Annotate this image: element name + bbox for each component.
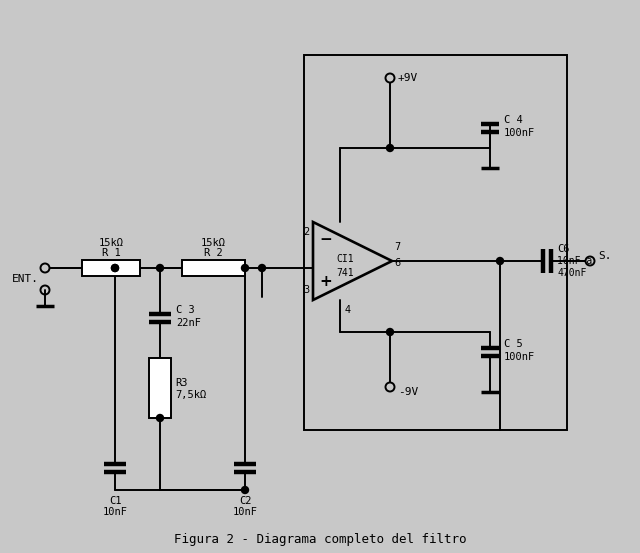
Bar: [82, 260, 140, 276]
Text: 10nF a: 10nF a: [557, 256, 592, 266]
Text: C6: C6: [557, 244, 570, 254]
Text: C 3: C 3: [176, 305, 195, 315]
Text: -9V: -9V: [398, 387, 419, 397]
Circle shape: [387, 144, 394, 152]
Circle shape: [157, 415, 163, 421]
Circle shape: [259, 264, 266, 272]
Text: C 5: C 5: [504, 339, 523, 349]
Text: C1: C1: [109, 496, 121, 506]
Text: C2: C2: [239, 496, 252, 506]
Circle shape: [387, 328, 394, 336]
Text: S.: S.: [598, 251, 611, 261]
Text: +: +: [319, 274, 332, 290]
Text: 15kΩ: 15kΩ: [99, 238, 124, 248]
Text: R 1: R 1: [102, 248, 120, 258]
Text: 7: 7: [394, 242, 400, 252]
Circle shape: [497, 258, 504, 264]
Circle shape: [157, 264, 163, 272]
Text: 10nF: 10nF: [232, 507, 257, 517]
Text: CI1
741: CI1 741: [336, 254, 354, 278]
Text: 22nF: 22nF: [176, 318, 201, 328]
Bar: [304, 55, 567, 430]
Text: R 2: R 2: [204, 248, 223, 258]
Text: R3: R3: [175, 378, 188, 388]
Text: C 4: C 4: [504, 115, 523, 125]
Text: ENT.: ENT.: [12, 274, 39, 284]
Text: −: −: [319, 232, 332, 248]
Text: 100nF: 100nF: [504, 352, 535, 362]
Circle shape: [111, 264, 118, 272]
Text: 100nF: 100nF: [504, 128, 535, 138]
Text: Figura 2 - Diagrama completo del filtro: Figura 2 - Diagrama completo del filtro: [173, 534, 467, 546]
Text: 15kΩ: 15kΩ: [201, 238, 226, 248]
Text: 10nF: 10nF: [102, 507, 127, 517]
Circle shape: [111, 264, 118, 272]
Text: 6: 6: [394, 258, 400, 268]
Circle shape: [241, 487, 248, 493]
Bar: [149, 358, 171, 418]
Bar: [182, 260, 245, 276]
Text: 470nF: 470nF: [557, 268, 586, 278]
Text: 4: 4: [345, 305, 351, 315]
Text: 2: 2: [303, 227, 309, 237]
Text: 7,5kΩ: 7,5kΩ: [175, 390, 206, 400]
Text: +9V: +9V: [398, 73, 419, 83]
Text: 3: 3: [303, 285, 309, 295]
Circle shape: [241, 264, 248, 272]
